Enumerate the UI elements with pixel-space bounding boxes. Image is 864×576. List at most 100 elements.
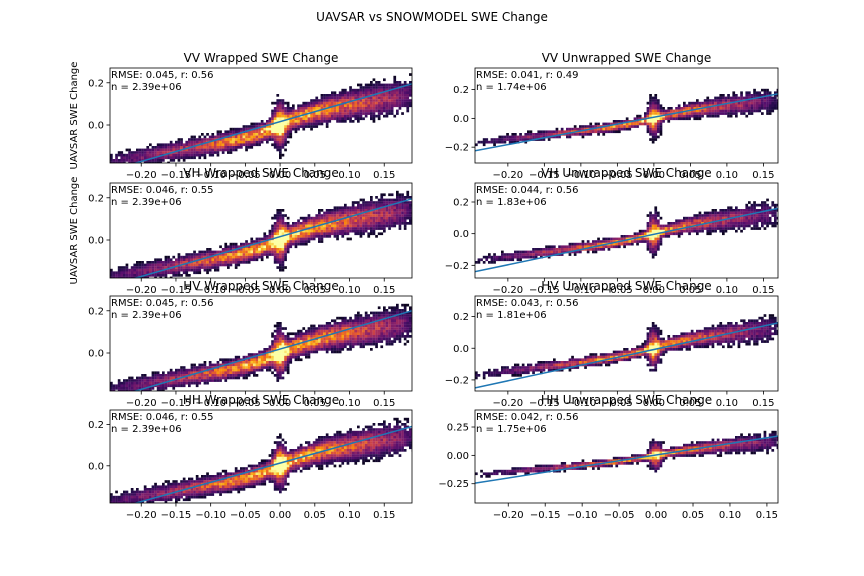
density-cell xyxy=(527,366,530,369)
density-cell xyxy=(310,222,313,225)
density-cell xyxy=(323,114,326,118)
density-cell xyxy=(310,345,313,349)
density-cell xyxy=(250,255,254,259)
density-cell xyxy=(336,227,339,230)
density-cell xyxy=(229,245,233,249)
density-cell xyxy=(398,196,402,199)
density-cell xyxy=(750,101,754,105)
density-cell xyxy=(375,335,378,338)
density-cell xyxy=(628,122,632,126)
density-cell xyxy=(597,127,600,131)
density-cell xyxy=(568,253,572,256)
density-cell xyxy=(774,209,777,212)
density-cell xyxy=(390,83,394,87)
density-cell xyxy=(333,335,337,338)
density-cell xyxy=(281,266,285,269)
density-cell xyxy=(234,148,238,152)
density-cell xyxy=(709,114,712,118)
density-cell xyxy=(620,242,624,246)
density-cell xyxy=(276,133,280,136)
density-cell xyxy=(146,153,150,157)
density-cell xyxy=(729,109,733,113)
density-cell xyxy=(273,135,277,139)
density-cell xyxy=(221,250,225,254)
density-cell xyxy=(377,322,381,325)
density-cell xyxy=(312,112,316,115)
density-cell xyxy=(344,322,347,325)
density-cell xyxy=(519,258,522,262)
density-cell xyxy=(138,387,142,390)
density-cell xyxy=(550,361,554,364)
density-cell xyxy=(383,309,386,312)
density-cell xyxy=(245,143,248,147)
density-cell xyxy=(325,329,329,333)
density-cell xyxy=(281,358,285,362)
density-cell xyxy=(279,146,282,149)
density-cell xyxy=(519,135,522,139)
density-cell xyxy=(289,122,293,126)
density-cell xyxy=(338,340,342,343)
density-cell xyxy=(250,143,254,147)
density-cell xyxy=(607,248,611,251)
density-cell xyxy=(602,127,606,131)
density-cell xyxy=(776,107,778,110)
density-cell xyxy=(628,240,632,243)
density-cell xyxy=(323,232,326,236)
density-cell xyxy=(273,329,277,333)
density-cell xyxy=(359,322,363,325)
density-cell xyxy=(401,335,404,338)
density-cell xyxy=(297,117,300,121)
density-cell xyxy=(312,125,316,128)
density-cell xyxy=(208,363,212,367)
density-cell xyxy=(351,216,355,220)
density-cell xyxy=(281,327,285,330)
density-cell xyxy=(547,366,551,369)
density-cell xyxy=(495,140,499,144)
density-cell xyxy=(258,138,261,141)
density-cell xyxy=(336,114,339,118)
density-cell xyxy=(654,250,658,254)
density-cell xyxy=(696,104,699,108)
density-cell xyxy=(198,271,202,275)
density-cell xyxy=(284,222,287,225)
density-cell xyxy=(125,389,129,391)
x-tick-label: −0.10 xyxy=(195,170,226,181)
density-cell xyxy=(133,384,137,388)
density-cell xyxy=(657,107,660,110)
density-cell xyxy=(514,374,517,377)
density-cell xyxy=(521,138,525,141)
density-cell xyxy=(401,327,404,330)
density-cell xyxy=(677,224,681,228)
density-cell xyxy=(273,232,277,236)
density-cell xyxy=(273,146,277,149)
density-cell xyxy=(680,224,684,228)
density-cell xyxy=(511,366,515,369)
density-cell xyxy=(281,104,285,108)
density-cell xyxy=(232,138,235,141)
density-cell xyxy=(401,94,404,97)
density-cell xyxy=(263,355,267,359)
density-cell xyxy=(540,138,543,141)
density-cell xyxy=(234,376,238,380)
density-cell xyxy=(276,376,280,380)
density-cell xyxy=(284,253,287,256)
density-cell xyxy=(651,107,655,110)
density-cell xyxy=(732,224,736,228)
density-cell xyxy=(201,374,204,377)
density-cell xyxy=(323,109,326,113)
density-cell xyxy=(286,104,290,108)
density-cell xyxy=(263,242,267,246)
density-cell xyxy=(755,99,759,102)
density-cell xyxy=(729,99,733,102)
density-cell xyxy=(281,342,285,346)
density-cell xyxy=(247,368,251,372)
density-cell xyxy=(263,245,267,249)
density-cell xyxy=(177,374,181,377)
density-cell xyxy=(206,381,209,385)
density-cell xyxy=(649,224,652,228)
density-cell xyxy=(409,322,412,325)
density-cell xyxy=(136,156,139,160)
x-tick-label: 0.15 xyxy=(373,398,395,409)
density-cell xyxy=(359,327,363,330)
density-cell xyxy=(245,355,248,359)
